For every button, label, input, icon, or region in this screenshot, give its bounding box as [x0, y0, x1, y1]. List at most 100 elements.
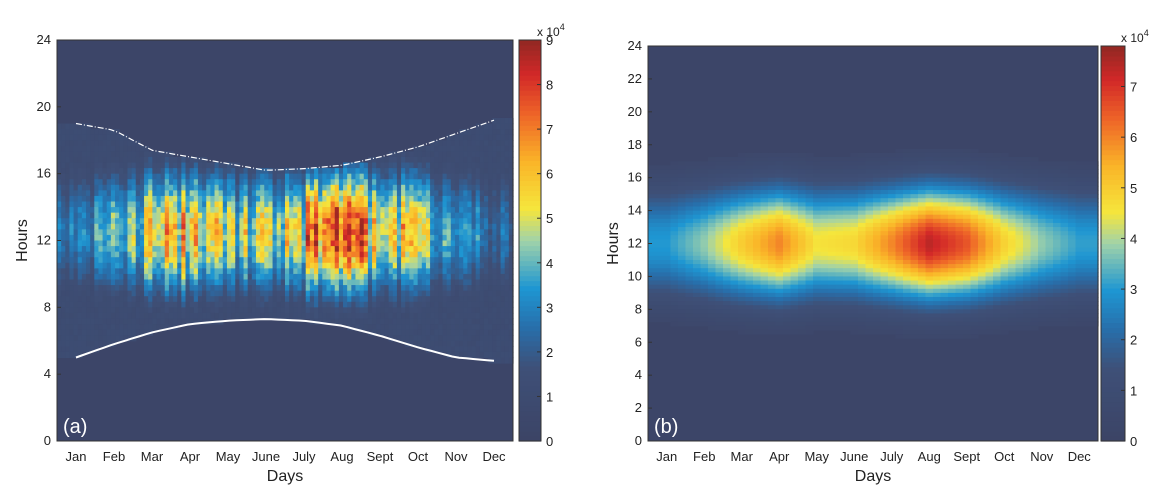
heatmap-cell: [247, 307, 253, 314]
heatmap-cell: [247, 273, 253, 281]
heatmap-cell: [496, 273, 502, 281]
heatmap-cell: [413, 212, 419, 219]
heatmap-cell: [500, 257, 506, 264]
heatmap-cell: [148, 268, 153, 275]
heatmap-cell: [708, 190, 717, 195]
heatmap-cell: [247, 218, 253, 225]
heatmap-cell: [347, 246, 352, 253]
heatmap-cell: [326, 312, 332, 320]
heatmap-cell: [446, 290, 452, 297]
heatmap-cell: [479, 246, 485, 253]
heatmap-cell: [738, 152, 747, 158]
heatmap-cell: [425, 212, 431, 219]
heatmap-cell: [850, 152, 859, 158]
heatmap-cell: [483, 301, 489, 308]
heatmap-cell: [504, 307, 510, 314]
colorbar-step: [519, 120, 541, 126]
heatmap-cell: [376, 156, 381, 164]
heatmap-cell: [768, 152, 777, 158]
heatmap-cell: [438, 195, 444, 203]
heatmap-cell: [504, 123, 510, 130]
heatmap-cell: [500, 312, 506, 320]
heatmap-cell: [504, 312, 510, 320]
heatmap-cell: [783, 259, 792, 265]
heatmap-cell: [355, 212, 361, 219]
heatmap-cell: [131, 234, 137, 242]
heatmap-cell: [434, 296, 439, 303]
heatmap-cell: [106, 140, 112, 147]
heatmap-cell: [843, 272, 852, 278]
heatmap-cell: [500, 285, 506, 292]
heatmap-cell: [293, 179, 299, 186]
heatmap-cell: [835, 173, 844, 179]
heatmap-cell: [488, 257, 493, 264]
heatmap-cell: [218, 290, 224, 297]
heatmap-cell: [247, 229, 253, 236]
heatmap-cell: [708, 185, 717, 191]
heatmap-cell: [177, 218, 182, 225]
heatmap-cell: [753, 264, 762, 269]
heatmap-cell: [483, 279, 489, 286]
heatmap-cell: [160, 324, 166, 331]
heatmap-cell: [409, 324, 415, 331]
heatmap-cell: [160, 179, 166, 186]
heatmap-cell: [330, 190, 336, 197]
heatmap-cell: [715, 214, 724, 220]
heatmap-cell: [463, 212, 468, 219]
heatmap-cell: [760, 239, 769, 245]
heatmap-cell: [409, 318, 415, 325]
heatmap-cell: [61, 123, 66, 130]
heatmap-cell: [805, 292, 814, 298]
heatmap-cell: [185, 179, 191, 186]
heatmap-cell: [81, 285, 87, 292]
heatmap-cell: [326, 257, 332, 264]
heatmap-cell: [123, 195, 129, 203]
heatmap-cell: [508, 223, 514, 230]
heatmap-cell: [61, 324, 66, 331]
heatmap-cell: [496, 195, 502, 203]
heatmap-cell: [409, 229, 415, 236]
heatmap-cell: [264, 173, 270, 180]
heatmap-cell: [790, 276, 799, 282]
heatmap-cell: [730, 317, 739, 323]
heatmap-cell: [421, 229, 427, 236]
heatmap-cell: [260, 268, 265, 275]
heatmap-cell: [783, 264, 792, 269]
heatmap-cell: [355, 279, 361, 286]
heatmap-cell: [813, 239, 822, 245]
heatmap-cell: [144, 151, 149, 158]
heatmap-cell: [479, 179, 485, 186]
heatmap-cell: [496, 207, 502, 214]
heatmap-cell: [384, 290, 390, 297]
heatmap-cell: [745, 313, 754, 319]
heatmap-cell: [813, 214, 822, 220]
heatmap-cell: [185, 229, 191, 236]
heatmap-cell: [251, 190, 257, 197]
heatmap-cell: [81, 257, 87, 264]
heatmap-cell: [670, 309, 679, 315]
heatmap-cell: [123, 301, 129, 308]
heatmap-cell: [663, 177, 672, 183]
heatmap-cell: [708, 222, 717, 228]
heatmap-cell: [768, 165, 777, 171]
heatmap-cell: [715, 235, 724, 240]
heatmap-cell: [231, 257, 236, 264]
heatmap-cell: [459, 307, 464, 314]
heatmap-cell: [343, 212, 348, 219]
heatmap-cell: [463, 240, 468, 247]
heatmap-cell: [496, 329, 502, 336]
heatmap-cell: [338, 201, 344, 208]
heatmap-cell: [152, 290, 158, 297]
heatmap-cell: [69, 273, 75, 281]
heatmap-cell: [57, 257, 62, 264]
heatmap-cell: [500, 173, 506, 180]
heatmap-cell: [314, 301, 319, 308]
heatmap-cell: [396, 285, 402, 292]
heatmap-cell: [210, 190, 216, 197]
heatmap-cell: [202, 279, 207, 286]
heatmap-cell: [471, 129, 477, 136]
heatmap-cell: [401, 184, 406, 191]
heatmap-cell: [318, 279, 323, 286]
heatmap-cell: [57, 201, 62, 208]
heatmap-cell: [359, 173, 365, 180]
